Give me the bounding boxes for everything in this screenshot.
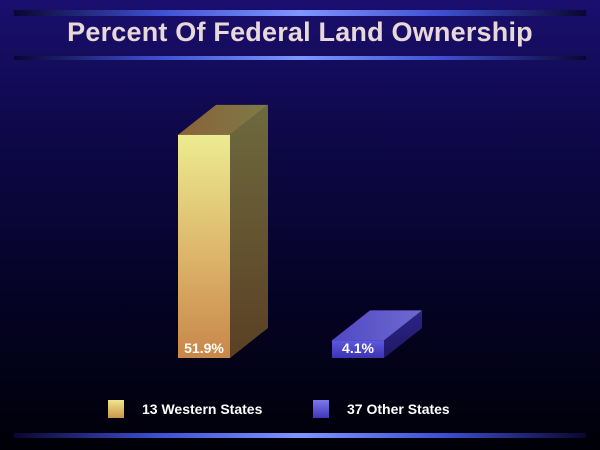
bar-front-other (332, 340, 384, 358)
bar-western: 51.9% (178, 104, 268, 358)
title-bottom-rule (14, 56, 586, 60)
legend: 13 Western States 37 Other States (0, 400, 600, 426)
legend-item-western: 13 Western States (108, 400, 262, 418)
data-label-western: 51.9% (184, 340, 224, 356)
legend-swatch-other (313, 400, 329, 418)
bar-other: 4.1% (332, 310, 422, 358)
bar-top-other (332, 310, 422, 341)
legend-label-other: 37 Other States (347, 401, 450, 417)
bar-top-western (178, 104, 268, 135)
bar-front-western (178, 134, 230, 358)
title-top-rule (14, 10, 586, 16)
legend-label-western: 13 Western States (142, 401, 263, 417)
bottom-rule (14, 433, 586, 438)
legend-swatch-western (108, 400, 124, 418)
legend-item-other: 37 Other States (313, 400, 450, 418)
data-label-other: 4.1% (342, 340, 374, 356)
bar-side-other (384, 310, 422, 358)
chart-title: Percent Of Federal Land Ownership (67, 17, 533, 47)
bar-side-western (230, 104, 268, 358)
